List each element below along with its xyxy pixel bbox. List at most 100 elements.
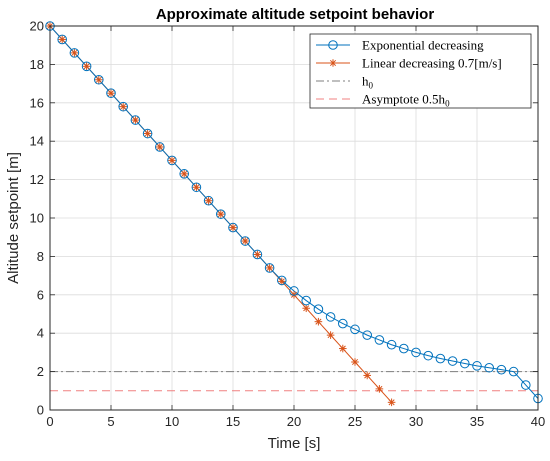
legend-label-subscript: 0: [369, 81, 374, 91]
x-tick-label: 15: [226, 414, 240, 429]
asterisk-marker: [156, 143, 164, 151]
legend-label-subscript: 0: [445, 99, 450, 109]
circle-marker: [191, 182, 202, 193]
x-tick-label: 25: [348, 414, 362, 429]
asterisk-stroke: [229, 224, 237, 231]
asterisk-stroke: [71, 49, 78, 56]
circle-marker: [328, 40, 338, 50]
asterisk-stroke: [107, 90, 115, 97]
y-axis-label: Altitude setpoint [m]: [5, 152, 22, 284]
asterisk-stroke: [120, 103, 127, 110]
circle-marker: [289, 286, 299, 296]
circle-marker: [264, 263, 275, 273]
x-tick-label: 10: [165, 414, 179, 429]
asterisk-marker: [70, 49, 79, 57]
asterisk-stroke: [83, 63, 90, 70]
legend-label-3: Asymptote 0.5h0: [362, 92, 450, 109]
y-tick-label: 18: [30, 57, 44, 72]
legend-label-main: Linear decreasing 0.7[m/s]: [362, 56, 502, 71]
asterisk-stroke: [303, 305, 310, 312]
circle-marker: [130, 115, 141, 125]
asterisk-marker: [95, 75, 103, 84]
tick-marks: [49, 25, 539, 411]
circle-marker: [228, 222, 238, 233]
asterisk-stroke: [144, 130, 151, 137]
asterisk-stroke: [376, 385, 383, 392]
circle-marker: [362, 330, 373, 340]
circle-marker: [484, 362, 495, 373]
asterisk-marker: [143, 129, 152, 138]
asterisk-stroke: [181, 170, 188, 177]
asterisk-marker: [192, 183, 201, 192]
legend-label-main: Exponential decreasing: [362, 38, 484, 53]
circle-marker: [81, 61, 92, 72]
y-tick-label: 16: [30, 95, 44, 110]
x-tick-label: 20: [287, 414, 301, 429]
asterisk-marker: [326, 331, 335, 339]
asterisk-marker: [351, 358, 359, 366]
legend-label-2: h0: [362, 74, 374, 91]
circle-marker: [240, 236, 250, 246]
asterisk-stroke: [278, 278, 285, 285]
asterisk-stroke: [351, 358, 359, 366]
y-tick-label: 2: [37, 364, 44, 379]
asterisk-marker: [241, 237, 249, 245]
y-tick-label: 14: [30, 134, 44, 149]
circle-marker: [399, 343, 409, 354]
x-tick-labels: 0 5 10 15 20 25 30 35 40: [46, 414, 545, 429]
circle-marker: [277, 275, 287, 286]
x-tick-label: 30: [409, 414, 423, 429]
x-tick-label: 35: [470, 414, 484, 429]
asterisk-stroke: [59, 36, 66, 43]
asterisk-marker: [329, 59, 337, 67]
asterisk-stroke: [156, 143, 163, 151]
legend-label-1: Linear decreasing 0.7[m/s]: [362, 56, 502, 71]
asterisk-stroke: [327, 332, 334, 339]
circle-marker: [411, 347, 421, 358]
circle-marker: [216, 209, 226, 219]
legend-box: [309, 33, 532, 109]
asterisk-stroke: [168, 157, 176, 164]
circle-marker: [496, 364, 507, 375]
y-tick-label: 10: [30, 211, 44, 226]
asterisk-marker: [58, 35, 66, 44]
y-tick-label: 20: [30, 19, 44, 34]
circle-marker: [325, 312, 336, 322]
asterisk-marker: [168, 156, 176, 165]
asterisk-marker: [387, 398, 396, 407]
circle-marker: [142, 128, 153, 139]
circle-marker: [179, 169, 189, 179]
y-tick-label: 4: [37, 326, 44, 341]
asterisk-stroke: [266, 264, 273, 271]
asterisk-marker: [180, 170, 188, 178]
legend: Exponential decreasing Linear decreasing …: [309, 33, 532, 109]
circle-marker: [301, 295, 312, 306]
circle-marker: [386, 339, 397, 350]
asterisk-stroke: [132, 117, 139, 124]
asterisk-stroke: [339, 345, 346, 352]
circle-marker: [521, 380, 531, 390]
circle-marker: [423, 350, 434, 361]
circle-marker: [167, 155, 177, 166]
asterisk-stroke: [315, 318, 322, 325]
asterisk-stroke: [95, 76, 102, 83]
y-tick-label: 8: [37, 249, 44, 264]
circle-marker: [313, 304, 324, 315]
asterisk-marker: [339, 344, 347, 353]
asterisk-marker: [217, 210, 225, 218]
asterisk-marker: [119, 102, 127, 111]
asterisk-marker: [82, 62, 91, 71]
x-tick-label: 5: [107, 414, 114, 429]
y-tick-labels: 0 2 4 6 8 10 12 14 16 18 20: [30, 19, 44, 418]
circle-marker: [435, 353, 446, 364]
asterisk-marker: [375, 385, 384, 393]
reference-lines: [50, 371, 538, 392]
asterisk-stroke: [254, 251, 261, 258]
circle-marker: [155, 142, 165, 152]
circle-marker: [338, 318, 348, 329]
circle-marker: [94, 74, 104, 85]
circle-marker: [69, 48, 80, 58]
asterisk-marker: [278, 277, 286, 286]
circle-marker: [374, 335, 385, 345]
